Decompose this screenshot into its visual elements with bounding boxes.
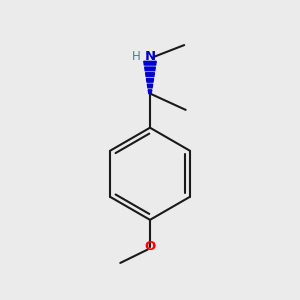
Polygon shape [145, 67, 155, 71]
Text: N: N [145, 50, 156, 64]
Polygon shape [146, 78, 154, 82]
Text: O: O [144, 240, 156, 253]
Polygon shape [147, 84, 153, 88]
Polygon shape [144, 61, 156, 65]
Polygon shape [146, 73, 154, 76]
Text: H: H [132, 50, 141, 64]
Polygon shape [148, 90, 152, 94]
